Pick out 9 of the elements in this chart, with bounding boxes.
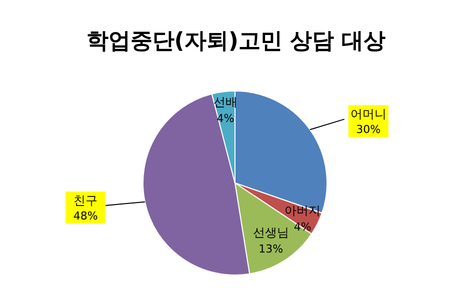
data-label: 30%	[356, 123, 381, 136]
data-label: 13%	[258, 242, 284, 256]
slice-label: 선생님	[252, 226, 289, 240]
slice-label: 어머니	[350, 107, 386, 122]
chart-title: 학업중단(자퇴)고민 상담 대상	[86, 29, 386, 54]
data-label: 4%	[294, 220, 312, 234]
slice-label: 친구	[74, 194, 98, 208]
data-label: 48%	[73, 210, 98, 223]
slice-label: 아버지	[284, 204, 321, 218]
